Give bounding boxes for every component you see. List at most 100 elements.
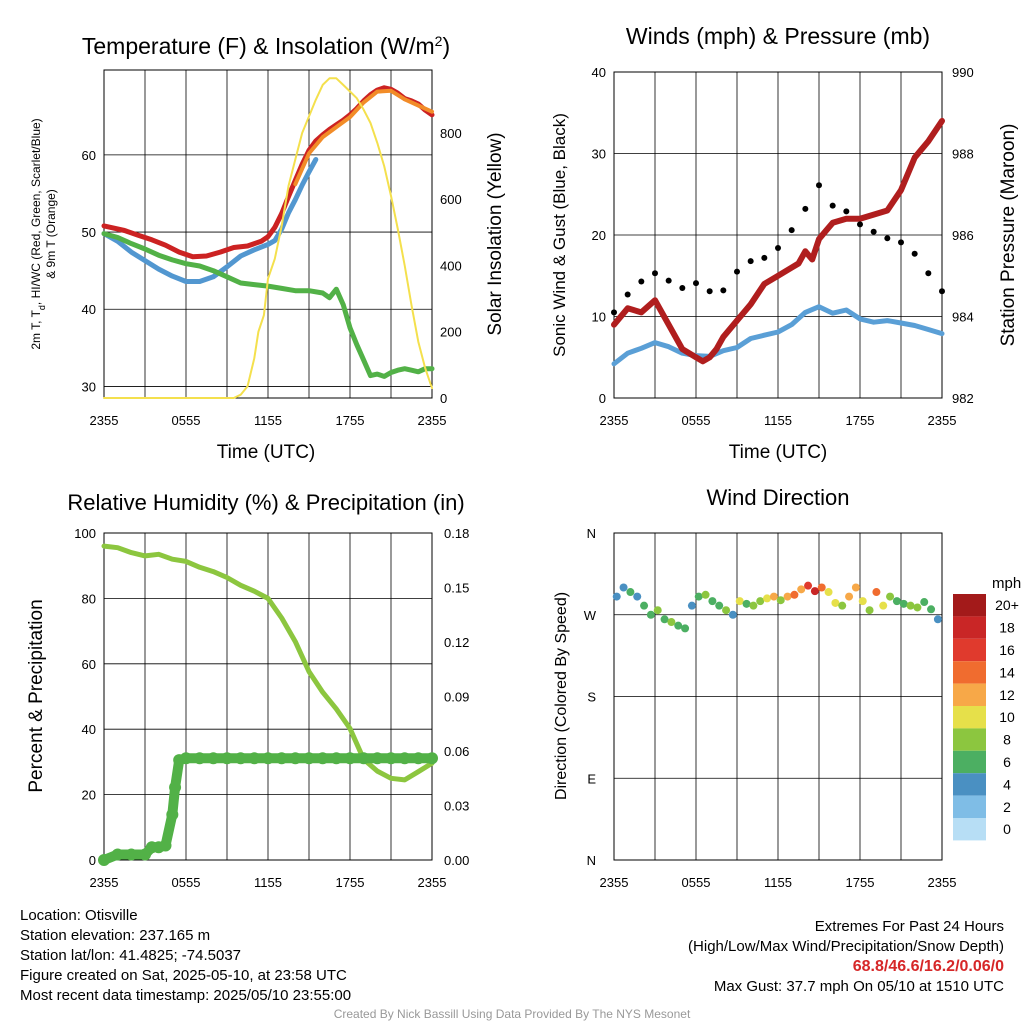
y-tick-label: 40 bbox=[82, 302, 96, 317]
y-tick-label: 60 bbox=[82, 148, 96, 163]
station-elevation: Station elevation: 237.165 m bbox=[20, 927, 211, 944]
gust-point bbox=[706, 288, 713, 295]
direction-tick-label: S bbox=[587, 690, 596, 705]
direction-tick-label: N bbox=[587, 853, 596, 868]
station-info: Location: Otisville Station elevation: 2… bbox=[20, 906, 351, 1006]
y-tick-label: 20 bbox=[82, 788, 96, 803]
x-tick-label: 2355 bbox=[928, 413, 957, 428]
direction-plot-area: 2355 0555 1155 1755 2355 N W S E N bbox=[584, 526, 957, 890]
x-tick-label: 1155 bbox=[764, 875, 792, 890]
direction-point bbox=[804, 581, 813, 590]
temperature-xlabel: Time (UTC) bbox=[217, 442, 316, 463]
x-tick-label: 2355 bbox=[418, 875, 447, 890]
y-tick-label: 30 bbox=[82, 379, 96, 394]
humidity-plot-area: 2355 0555 1155 1755 2355 0 20 40 60 80 100 0.00 0.03… bbox=[74, 526, 469, 890]
legend-swatch bbox=[953, 616, 986, 639]
temperature-ylabel: 2m T, Td, HI/WC (Red, Green, Scarlet/Blu… bbox=[29, 118, 47, 349]
direction-point bbox=[701, 590, 710, 599]
direction-panel: Wind Direction Direction (Colored By Spe… bbox=[553, 485, 1021, 890]
gust-point bbox=[775, 245, 781, 252]
direction-point bbox=[892, 597, 901, 606]
legend-label: 2 bbox=[1003, 799, 1011, 815]
direction-point bbox=[749, 601, 758, 610]
gust-point bbox=[747, 258, 754, 265]
direction-tick-label: W bbox=[584, 608, 597, 623]
direction-point bbox=[728, 610, 737, 619]
winds-ylabel: Sonic Wind & Gust (Blue, Black) bbox=[550, 113, 569, 357]
legend-label: 18 bbox=[999, 620, 1015, 636]
direction-point bbox=[783, 592, 792, 601]
winds-panel: Winds (mph) & Pressure (mb) Sonic Wind &… bbox=[550, 23, 1019, 463]
winds-plot-area: 2355 0555 1155 1755 2355 0 10 20 30 40 982 984 986 98… bbox=[592, 65, 974, 428]
direction-point bbox=[872, 588, 881, 597]
legend-label: 4 bbox=[1003, 776, 1011, 792]
y2-tick-label: 0.09 bbox=[444, 690, 469, 705]
gust-point bbox=[638, 278, 645, 285]
winds-series-line bbox=[611, 117, 945, 365]
direction-tick-label: E bbox=[587, 771, 596, 786]
winds-ylabel-right: Station Pressure (Maroon) bbox=[998, 124, 1019, 347]
direction-point bbox=[913, 603, 922, 612]
x-tick-label: 0555 bbox=[682, 875, 711, 890]
x-tick-label: 1155 bbox=[764, 413, 792, 428]
legend-label: 10 bbox=[999, 709, 1015, 725]
humidity-panel: Relative Humidity (%) & Precipitation (i… bbox=[26, 490, 469, 890]
gust-point bbox=[693, 280, 699, 287]
direction-point bbox=[681, 624, 690, 633]
temperature-series-line bbox=[101, 231, 435, 379]
direction-point bbox=[810, 587, 819, 596]
direction-point bbox=[906, 601, 915, 610]
humidity-title: Relative Humidity (%) & Precipitation (i… bbox=[67, 490, 464, 515]
direction-point bbox=[619, 583, 628, 592]
direction-point bbox=[865, 606, 874, 615]
y-tick-label: 100 bbox=[74, 526, 96, 541]
x-tick-label: 1155 bbox=[254, 875, 282, 890]
gust-point bbox=[816, 182, 822, 189]
y-tick-label: 10 bbox=[592, 310, 606, 325]
temperature-plot-area: 2355 0555 1155 1755 235530405060020040060080… bbox=[82, 69, 462, 428]
legend-swatch bbox=[953, 661, 986, 684]
temperature-series-line bbox=[293, 88, 434, 187]
direction-point bbox=[851, 583, 860, 592]
gust-point bbox=[761, 254, 768, 261]
x-tick-label: 0555 bbox=[172, 413, 201, 428]
winds-xlabel: Time (UTC) bbox=[729, 442, 828, 463]
legend-swatch bbox=[953, 706, 986, 729]
legend-swatch bbox=[953, 728, 986, 751]
y2-tick-label: 0.03 bbox=[444, 799, 469, 814]
extremes-values: 68.8/46.6/16.2/0.06/0 bbox=[852, 958, 1004, 975]
direction-point bbox=[715, 601, 724, 610]
x-tick-label: 0555 bbox=[172, 875, 201, 890]
y2-tick-label: 0.00 bbox=[444, 853, 469, 868]
y-tick-label: 0 bbox=[599, 391, 606, 406]
temperature-ylabel-right: Solar Insolation (Yellow) bbox=[485, 132, 506, 335]
legend-swatch bbox=[953, 750, 986, 774]
legend-swatch bbox=[953, 773, 986, 796]
humidity-line bbox=[101, 543, 435, 783]
direction-point bbox=[845, 592, 854, 601]
direction-point bbox=[899, 599, 908, 608]
direction-point bbox=[817, 583, 826, 592]
legend-label: 8 bbox=[1003, 732, 1011, 748]
y2-tick-label: 984 bbox=[952, 310, 974, 325]
legend-swatch bbox=[953, 795, 986, 818]
station-latlon: Station lat/lon: 41.4825; -74.5037 bbox=[20, 947, 242, 964]
y2-tick-label: 400 bbox=[440, 258, 462, 273]
x-tick-label: 1755 bbox=[846, 875, 875, 890]
gust-point bbox=[611, 309, 617, 316]
legend-label: 12 bbox=[999, 687, 1015, 703]
direction-point bbox=[886, 592, 895, 601]
direction-point bbox=[674, 621, 683, 630]
direction-point bbox=[667, 618, 676, 627]
legend-swatch bbox=[953, 818, 986, 841]
direction-point bbox=[708, 597, 717, 606]
direction-point bbox=[694, 592, 703, 601]
gust-point bbox=[939, 288, 945, 295]
y2-tick-label: 0.06 bbox=[444, 744, 469, 759]
direction-point bbox=[858, 597, 867, 606]
direction-point bbox=[646, 610, 655, 619]
gust-point bbox=[679, 284, 686, 291]
winds-title: Winds (mph) & Pressure (mb) bbox=[626, 23, 930, 49]
direction-point bbox=[687, 601, 696, 610]
direction-point bbox=[790, 590, 799, 599]
